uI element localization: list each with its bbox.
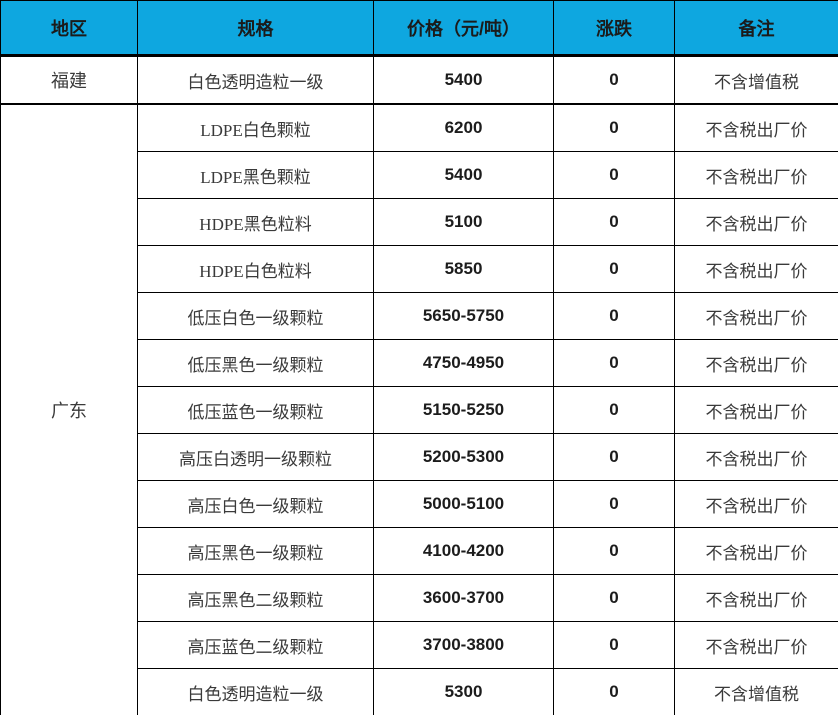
price-cell: 5400	[373, 55, 554, 105]
table-row: 高压蓝色二级颗粒 3700-3800 0 不含税出厂价	[1, 621, 838, 669]
table-row: 高压黑色一级颗粒 4100-4200 0 不含税出厂价	[1, 527, 838, 575]
change-cell: 0	[553, 480, 675, 528]
note-cell: 不含税出厂价	[674, 103, 838, 152]
header-change: 涨跌	[553, 0, 675, 57]
change-cell: 0	[553, 621, 675, 669]
table-row: 低压蓝色一级颗粒 5150-5250 0 不含税出厂价	[1, 386, 838, 434]
note-cell: 不含税出厂价	[674, 339, 838, 387]
price-cell: 5300	[373, 668, 554, 715]
note-cell: 不含税出厂价	[674, 245, 838, 293]
spec-cell: 高压黑色二级颗粒	[137, 574, 374, 622]
header-row: 地区 规格 价格（元/吨） 涨跌 备注	[0, 0, 838, 57]
change-cell: 0	[553, 198, 675, 246]
header-spec: 规格	[137, 0, 374, 57]
price-cell: 5000-5100	[373, 480, 554, 528]
table-row: 福建 白色透明造粒一级 5400 0 不含增值税	[0, 55, 838, 105]
price-cell: 5150-5250	[373, 386, 554, 434]
note-cell: 不含税出厂价	[674, 386, 838, 434]
spec-cell: 高压白色一级颗粒	[137, 480, 374, 528]
note-cell: 不含税出厂价	[674, 480, 838, 528]
change-cell: 0	[553, 55, 675, 105]
note-cell: 不含税出厂价	[674, 151, 838, 199]
change-cell: 0	[553, 527, 675, 575]
region-cell-guangdong: 广东	[0, 103, 138, 715]
price-cell: 6200	[373, 103, 554, 152]
spec-cell: LDPE白色颗粒	[137, 103, 374, 152]
change-cell: 0	[553, 339, 675, 387]
spec-cell: LDPE黑色颗粒	[137, 151, 374, 199]
price-cell: 4750-4950	[373, 339, 554, 387]
table-row: 广东 LDPE白色颗粒 6200 0 不含税出厂价	[0, 103, 838, 715]
header-region: 地区	[0, 0, 138, 57]
change-cell: 0	[553, 245, 675, 293]
table-body: 福建 白色透明造粒一级 5400 0 不含增值税 广东 LDPE白色颗粒 620…	[0, 55, 838, 715]
price-cell: 5650-5750	[373, 292, 554, 340]
price-cell: 5200-5300	[373, 433, 554, 481]
table-row: 低压黑色一级颗粒 4750-4950 0 不含税出厂价	[1, 339, 838, 387]
spec-cell: 白色透明造粒一级	[137, 55, 374, 105]
header-note: 备注	[674, 0, 838, 57]
price-cell: 5100	[373, 198, 554, 246]
note-cell: 不含税出厂价	[674, 621, 838, 669]
table-row: 高压白色一级颗粒 5000-5100 0 不含税出厂价	[1, 480, 838, 528]
change-cell: 0	[553, 151, 675, 199]
spec-cell: HDPE白色粒料	[137, 245, 374, 293]
spec-cell: 高压黑色一级颗粒	[137, 527, 374, 575]
change-cell: 0	[553, 386, 675, 434]
header-price: 价格（元/吨）	[373, 0, 554, 57]
table-row: 高压白透明一级颗粒 5200-5300 0 不含税出厂价	[1, 433, 838, 481]
price-cell: 5850	[373, 245, 554, 293]
note-cell: 不含增值税	[674, 55, 838, 105]
table-row: 低压白色一级颗粒 5650-5750 0 不含税出厂价	[1, 292, 838, 340]
spec-cell: 低压蓝色一级颗粒	[137, 386, 374, 434]
change-cell: 0	[553, 103, 675, 152]
region-cell-fujian: 福建	[0, 55, 138, 105]
spec-cell: 低压白色一级颗粒	[137, 292, 374, 340]
change-cell: 0	[553, 292, 675, 340]
spec-cell: 低压黑色一级颗粒	[137, 339, 374, 387]
note-cell: 不含税出厂价	[674, 527, 838, 575]
price-cell: 3600-3700	[373, 574, 554, 622]
price-cell: 3700-3800	[373, 621, 554, 669]
table-row: 白色透明造粒一级 5300 0 不含增值税	[1, 668, 838, 715]
spec-cell: 白色透明造粒一级	[137, 668, 374, 715]
table-row: HDPE白色粒料 5850 0 不含税出厂价	[1, 245, 838, 293]
table-header: 地区 规格 价格（元/吨） 涨跌 备注	[0, 0, 838, 57]
spec-cell: HDPE黑色粒料	[137, 198, 374, 246]
change-cell: 0	[553, 668, 675, 715]
spec-cell: 高压白透明一级颗粒	[137, 433, 374, 481]
price-cell: 4100-4200	[373, 527, 554, 575]
note-cell: 不含增值税	[674, 668, 838, 715]
note-cell: 不含税出厂价	[674, 198, 838, 246]
change-cell: 0	[553, 433, 675, 481]
table-row: HDPE黑色粒料 5100 0 不含税出厂价	[1, 198, 838, 246]
note-cell: 不含税出厂价	[674, 574, 838, 622]
note-cell: 不含税出厂价	[674, 292, 838, 340]
table-row: LDPE黑色颗粒 5400 0 不含税出厂价	[1, 151, 838, 199]
price-cell: 5400	[373, 151, 554, 199]
change-cell: 0	[553, 574, 675, 622]
note-cell: 不含税出厂价	[674, 433, 838, 481]
spec-cell: 高压蓝色二级颗粒	[137, 621, 374, 669]
